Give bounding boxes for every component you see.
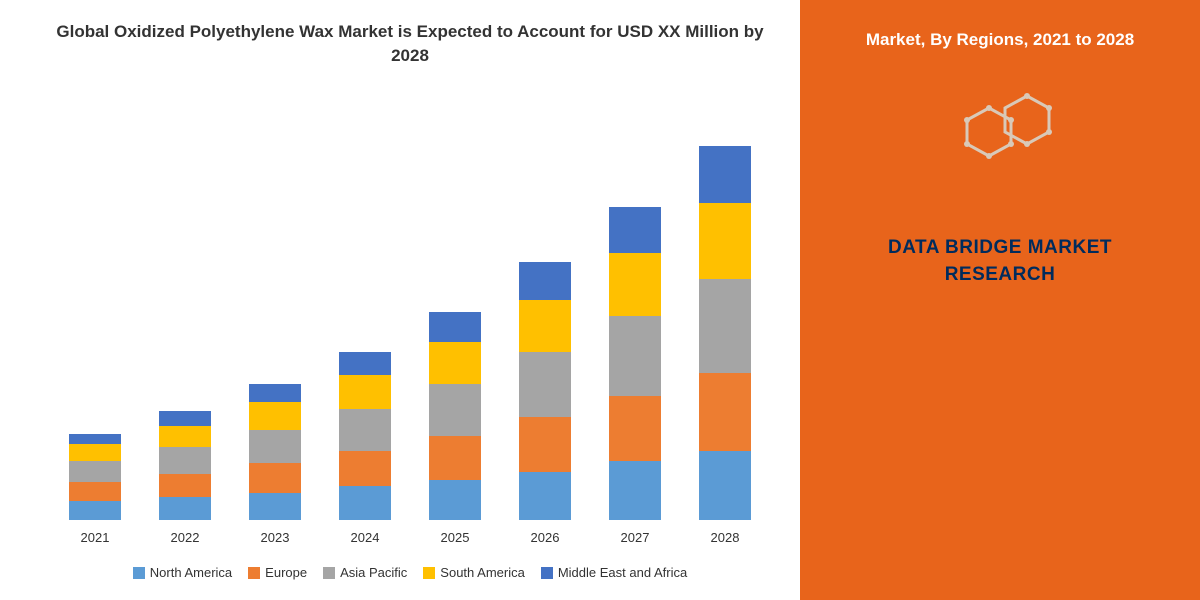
bar-stack	[519, 262, 571, 520]
x-axis-label: 2028	[711, 530, 740, 545]
legend-swatch-icon	[541, 567, 553, 579]
bar-stack	[249, 384, 301, 520]
bar-segment	[609, 253, 661, 316]
bars-container: 2021 2022 2023 2024 2025 2026 2027 2028	[40, 88, 780, 555]
bar-segment	[159, 426, 211, 447]
brand-line1: DATA BRIDGE MARKET	[888, 235, 1112, 262]
bar-segment	[699, 451, 751, 520]
legend-item: South America	[423, 565, 525, 580]
bar-group: 2028	[690, 146, 760, 545]
bar-segment	[249, 493, 301, 520]
bar-segment	[339, 352, 391, 375]
chart-area: Global Oxidized Polyethylene Wax Market …	[0, 0, 800, 600]
bar-segment	[69, 434, 121, 445]
legend-label: Asia Pacific	[340, 565, 407, 580]
brand-text: DATA BRIDGE MARKET RESEARCH	[888, 235, 1112, 288]
bar-segment	[159, 447, 211, 474]
bar-segment	[429, 312, 481, 341]
bar-group: 2027	[600, 207, 670, 545]
bar-segment	[519, 472, 571, 520]
bar-group: 2026	[510, 262, 580, 545]
bar-segment	[69, 461, 121, 482]
bar-group: 2022	[150, 411, 220, 545]
x-axis-label: 2026	[531, 530, 560, 545]
legend-label: Europe	[265, 565, 307, 580]
bar-segment	[519, 352, 571, 417]
bar-stack	[339, 352, 391, 520]
bar-segment	[609, 396, 661, 461]
bar-segment	[249, 463, 301, 492]
bar-segment	[339, 451, 391, 487]
legend-item: Middle East and Africa	[541, 565, 687, 580]
legend-item: Europe	[248, 565, 307, 580]
bar-segment	[429, 436, 481, 480]
brand-line2: RESEARCH	[888, 262, 1112, 289]
bar-segment	[699, 373, 751, 451]
bar-segment	[159, 411, 211, 426]
x-axis-label: 2022	[171, 530, 200, 545]
bar-segment	[249, 430, 301, 464]
bar-segment	[519, 417, 571, 472]
bar-segment	[159, 497, 211, 520]
bar-segment	[69, 501, 121, 520]
bar-segment	[699, 146, 751, 203]
bar-group: 2025	[420, 312, 490, 545]
bar-stack	[429, 312, 481, 520]
legend-label: North America	[150, 565, 232, 580]
bar-segment	[339, 486, 391, 520]
x-axis-label: 2024	[351, 530, 380, 545]
legend: North America Europe Asia Pacific South Ame…	[40, 555, 780, 590]
bar-stack	[159, 411, 211, 520]
side-panel-title: Market, By Regions, 2021 to 2028	[866, 30, 1134, 50]
chart-title: Global Oxidized Polyethylene Wax Market …	[40, 20, 780, 68]
legend-item: North America	[133, 565, 232, 580]
bar-segment	[609, 207, 661, 253]
bar-stack	[699, 146, 751, 520]
legend-swatch-icon	[423, 567, 435, 579]
bar-segment	[519, 262, 571, 300]
legend-swatch-icon	[133, 567, 145, 579]
bar-segment	[69, 444, 121, 461]
bar-group: 2023	[240, 384, 310, 545]
bar-segment	[699, 279, 751, 374]
legend-item: Asia Pacific	[323, 565, 407, 580]
bar-segment	[429, 480, 481, 520]
bar-segment	[249, 402, 301, 429]
bar-segment	[159, 474, 211, 497]
bar-group: 2021	[60, 434, 130, 545]
bar-segment	[609, 461, 661, 520]
bar-group: 2024	[330, 352, 400, 545]
bar-stack	[69, 434, 121, 520]
bar-segment	[339, 375, 391, 409]
x-axis-label: 2027	[621, 530, 650, 545]
x-axis-label: 2021	[81, 530, 110, 545]
legend-label: South America	[440, 565, 525, 580]
side-panel: Market, By Regions, 2021 to 2028 DATA BR…	[800, 0, 1200, 600]
bar-segment	[249, 384, 301, 403]
bar-segment	[609, 316, 661, 396]
bar-stack	[609, 207, 661, 520]
bar-segment	[429, 342, 481, 384]
bar-segment	[519, 300, 571, 353]
x-axis-label: 2023	[261, 530, 290, 545]
legend-swatch-icon	[248, 567, 260, 579]
bar-segment	[339, 409, 391, 451]
legend-label: Middle East and Africa	[558, 565, 687, 580]
bar-segment	[69, 482, 121, 501]
bar-segment	[429, 384, 481, 437]
x-axis-label: 2025	[441, 530, 470, 545]
brand-logo-icon	[925, 90, 1075, 205]
legend-swatch-icon	[323, 567, 335, 579]
bar-segment	[699, 203, 751, 279]
